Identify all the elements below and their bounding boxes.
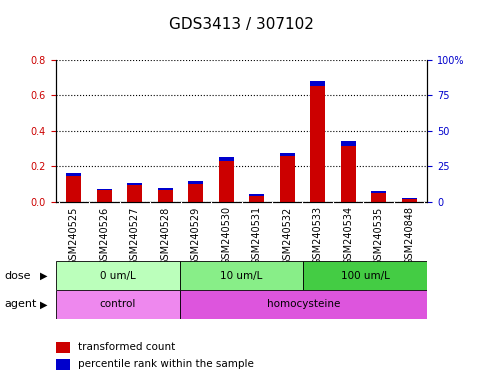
Text: transformed count: transformed count: [78, 342, 175, 352]
Text: GSM240525: GSM240525: [69, 206, 79, 266]
FancyBboxPatch shape: [303, 261, 427, 290]
Bar: [401, 199, 417, 202]
Bar: [56, 359, 71, 370]
Bar: [249, 195, 264, 196]
Bar: [66, 176, 82, 202]
Bar: [188, 184, 203, 202]
Text: GSM240534: GSM240534: [343, 206, 353, 265]
Bar: [97, 189, 112, 190]
Bar: [280, 153, 295, 156]
Bar: [56, 342, 71, 353]
Text: control: control: [99, 299, 136, 310]
Bar: [157, 190, 173, 202]
Text: ▶: ▶: [40, 270, 47, 281]
Bar: [249, 196, 264, 202]
Text: GSM240528: GSM240528: [160, 206, 170, 266]
Bar: [157, 188, 173, 190]
Text: percentile rank within the sample: percentile rank within the sample: [78, 359, 254, 369]
Text: GSM240848: GSM240848: [404, 206, 414, 265]
Bar: [188, 181, 203, 184]
Bar: [371, 193, 386, 202]
Text: homocysteine: homocysteine: [267, 299, 340, 310]
Bar: [219, 161, 234, 202]
FancyBboxPatch shape: [56, 290, 180, 319]
FancyBboxPatch shape: [180, 261, 303, 290]
Text: 0 um/L: 0 um/L: [99, 270, 135, 281]
Text: 100 um/L: 100 um/L: [341, 270, 390, 281]
Bar: [310, 81, 326, 86]
Text: GSM240526: GSM240526: [99, 206, 109, 266]
Text: agent: agent: [5, 299, 37, 310]
Bar: [219, 157, 234, 161]
Text: 10 um/L: 10 um/L: [220, 270, 263, 281]
Text: GDS3413 / 307102: GDS3413 / 307102: [169, 17, 314, 33]
Text: GSM240535: GSM240535: [374, 206, 384, 266]
Bar: [66, 173, 82, 176]
Bar: [401, 198, 417, 199]
Bar: [371, 191, 386, 193]
Bar: [127, 185, 142, 202]
FancyBboxPatch shape: [180, 290, 427, 319]
Text: ▶: ▶: [40, 299, 47, 310]
Bar: [280, 156, 295, 202]
Bar: [127, 183, 142, 185]
Text: GSM240532: GSM240532: [282, 206, 292, 266]
Text: GSM240530: GSM240530: [221, 206, 231, 265]
Text: dose: dose: [5, 270, 31, 281]
Text: GSM240529: GSM240529: [191, 206, 201, 266]
Bar: [310, 86, 326, 202]
Bar: [341, 141, 356, 146]
Text: GSM240527: GSM240527: [130, 206, 140, 266]
FancyBboxPatch shape: [56, 261, 180, 290]
Bar: [97, 190, 112, 202]
Text: GSM240533: GSM240533: [313, 206, 323, 265]
Bar: [341, 146, 356, 202]
Text: GSM240531: GSM240531: [252, 206, 262, 265]
